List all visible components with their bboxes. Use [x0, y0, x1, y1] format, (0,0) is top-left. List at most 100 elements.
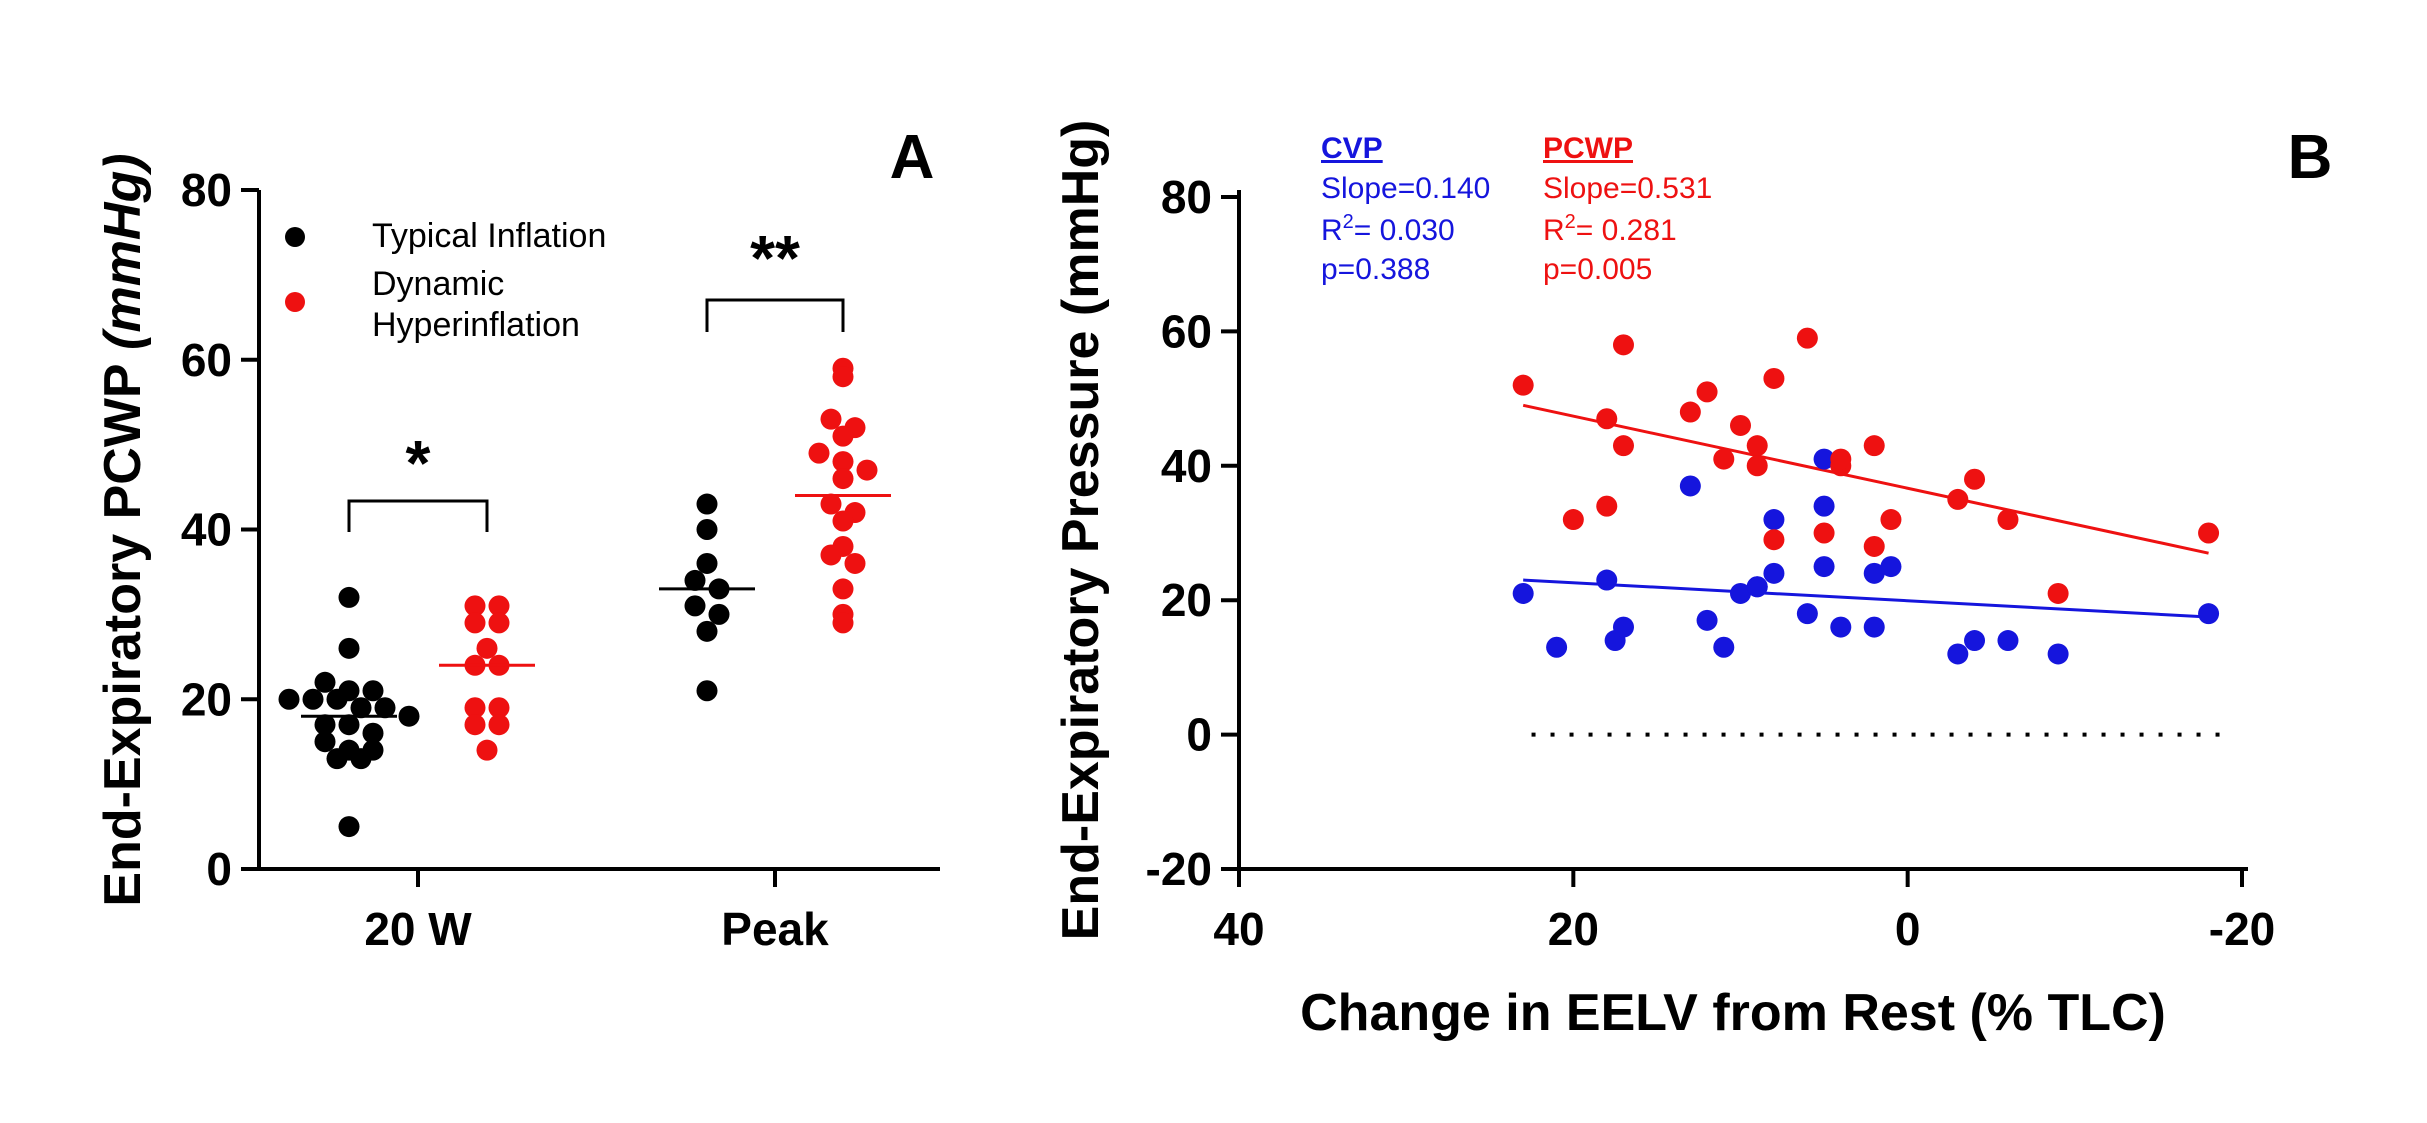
cvp-point	[1596, 569, 1618, 591]
pcwp-p: p=0.005	[1543, 253, 1652, 286]
cvp-point	[1546, 636, 1568, 658]
cvp-point	[1612, 616, 1634, 638]
pcwp-point	[1863, 435, 1885, 457]
pcwp-point	[1612, 435, 1634, 457]
panel-a-y-ticks: 0 20 40 60 80	[181, 164, 259, 895]
typical-inflation-point	[350, 697, 372, 719]
pcwp-point	[1679, 401, 1701, 423]
panel-b-x-tick-label: 40	[1213, 903, 1264, 955]
typical-inflation-point	[696, 620, 718, 642]
sig-label-20w: *	[406, 427, 431, 499]
cvp-point	[1713, 636, 1735, 658]
dynamic-hyperinflation-point	[808, 442, 830, 464]
pcwp-point	[1696, 381, 1718, 403]
pcwp-point	[1746, 435, 1768, 457]
pcwp-point	[1796, 327, 1818, 349]
pcwp-point	[1863, 535, 1885, 557]
panel-b-y-ticks: -20 0 20 40 60 80	[1146, 171, 1239, 895]
cvp-point	[1679, 475, 1701, 497]
pcwp-point	[1880, 509, 1902, 531]
pcwp-slope: Slope=0.531	[1543, 172, 1712, 205]
pcwp-point	[1763, 367, 1785, 389]
pcwp-point	[2198, 522, 2220, 544]
cvp-point	[1512, 582, 1534, 604]
sig-bracket-peak	[705, 298, 845, 332]
pcwp-r2: R2= 0.281	[1543, 211, 1677, 247]
cvp-slope: Slope=0.140	[1321, 172, 1490, 205]
typical-inflation-point	[374, 697, 396, 719]
typical-inflation-point	[398, 705, 420, 727]
cvp-point	[1813, 448, 1835, 470]
legend-dynamic-label-line1: Dynamic	[372, 265, 504, 303]
typical-inflation-point	[696, 552, 718, 574]
panel-b-y-tick-label: 40	[1161, 440, 1212, 492]
dynamic-hyperinflation-point	[820, 544, 842, 566]
legend-typical-label: Typical Inflation	[372, 217, 606, 255]
dynamic-hyperinflation-point	[464, 697, 486, 719]
cvp-r2-prefix: R	[1321, 214, 1343, 247]
panel-a: 0 20 40 60 80 20 W Peak End-Expiratory PCWP (…	[94, 123, 940, 955]
cvp-point	[1964, 630, 1986, 652]
cvp-point	[2047, 643, 2069, 665]
dynamic-hyperinflation-point	[464, 595, 486, 617]
dynamic-hyperinflation-point	[488, 595, 510, 617]
pcwp-point	[1997, 509, 2019, 531]
typical-inflation-point	[696, 680, 718, 702]
typical-inflation-point	[326, 748, 348, 770]
pcwp-point	[1612, 334, 1634, 356]
panel-b-y-tick-label: 80	[1161, 171, 1212, 223]
panel-a-y-tick-label: 40	[181, 504, 232, 556]
typical-inflation-point	[696, 519, 718, 540]
cvp-stats-title: CVP	[1321, 132, 1383, 165]
typical-inflation-point	[684, 569, 706, 591]
typical-inflation-point	[314, 714, 336, 736]
pcwp-point	[1813, 522, 1835, 544]
panel-b-y-tick-label: 20	[1161, 574, 1212, 626]
typical-inflation-point	[326, 688, 348, 710]
panel-b: -20 0 20 40 60 80 40 20 0 -20 End-Expiratory Pre…	[1052, 120, 2332, 1042]
cvp-point	[1730, 582, 1751, 604]
dynamic-hyperinflation-point	[464, 612, 486, 634]
panel-a-y-tick-label: 80	[181, 164, 232, 216]
dynamic-hyperinflation-point	[820, 493, 842, 515]
panel-b-x-ticks: 40 20 0 -20	[1213, 869, 2275, 955]
dynamic-hyperinflation-point	[832, 468, 854, 490]
pcwp-fit-line	[1522, 403, 2209, 555]
panel-a-x-ticks: 20 W Peak	[364, 869, 829, 955]
panel-a-y-axis-title: End-Expiratory PCWP (mmHg)	[94, 153, 152, 906]
cvp-point	[1796, 603, 1818, 625]
dynamic-hyperinflation-point	[832, 451, 854, 473]
pcwp-point	[1596, 408, 1618, 430]
typical-inflation-point	[350, 748, 372, 770]
dynamic-hyperinflation-point	[488, 697, 510, 719]
cvp-point	[1863, 562, 1885, 584]
typical-inflation-point	[314, 671, 336, 693]
panel-b-marks	[1512, 327, 2220, 665]
cvp-point	[1763, 562, 1785, 584]
cvp-point	[1746, 576, 1768, 598]
cvp-p: p=0.388	[1321, 253, 1430, 286]
cvp-point	[1997, 630, 2019, 652]
cvp-point	[1763, 509, 1785, 531]
panel-b-y-tick-label: 0	[1186, 709, 1212, 761]
typical-inflation-point	[314, 731, 336, 753]
typical-inflation-point	[338, 586, 360, 608]
cvp-r2-sup: 2	[1343, 211, 1354, 233]
dynamic-hyperinflation-point	[856, 459, 878, 481]
panel-a-y-axis-title-unit: (mmHg)	[94, 153, 152, 349]
typical-inflation-point	[696, 493, 718, 515]
pcwp-point	[1947, 488, 1969, 510]
cvp-point	[1813, 556, 1835, 578]
typical-inflation-point	[338, 714, 360, 736]
panel-a-y-tick-label: 0	[206, 843, 232, 895]
panel-a-y-tick-label: 60	[181, 334, 232, 386]
panel-a-x-tick-label: Peak	[721, 903, 829, 955]
panel-a-x-tick-label: 20 W	[364, 903, 472, 955]
dynamic-hyperinflation-point	[832, 612, 854, 634]
typical-inflation-point	[362, 680, 384, 702]
dynamic-hyperinflation-point	[488, 714, 510, 736]
legend-dynamic-marker	[285, 292, 305, 312]
pcwp-point	[1964, 468, 1986, 490]
typical-inflation-point	[684, 595, 706, 617]
